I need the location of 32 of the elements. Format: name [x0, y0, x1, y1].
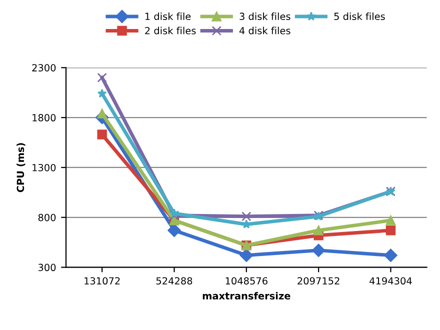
point [97, 72, 107, 82]
y-tick-label: 2300 [32, 64, 56, 72]
point [314, 226, 324, 236]
point [168, 224, 181, 237]
y-tick-label: 300 [38, 264, 56, 272]
point [242, 212, 252, 222]
point [97, 130, 107, 140]
point [386, 226, 396, 236]
point [384, 248, 398, 262]
x-tick-label: 4194304 [370, 277, 412, 285]
x-axis-title: maxtransfersize [202, 292, 290, 300]
x-tick-label: 2097152 [298, 277, 340, 285]
legend-label: 5 disk files [334, 12, 385, 20]
legend-label: 3 disk files [240, 12, 290, 20]
y-tick-label: 800 [38, 214, 56, 222]
point [240, 248, 253, 262]
x-tick-label: 524288 [156, 277, 192, 285]
y-axis-title: CPU (ms) [16, 143, 26, 192]
legend-label: 2 disk files [145, 26, 196, 34]
point [97, 108, 107, 118]
legend-label: 4 disk files [239, 26, 290, 34]
point [97, 88, 107, 98]
x-tick-label: 131072 [84, 277, 120, 285]
point [170, 208, 179, 218]
legend-label: 1 disk file [145, 12, 191, 20]
x-tick-label: 1048576 [226, 277, 268, 285]
y-tick-label: 1300 [32, 164, 56, 172]
point [312, 244, 326, 257]
point [386, 216, 396, 226]
y-tick-label: 1800 [32, 114, 56, 122]
point [169, 210, 180, 220]
point [242, 220, 252, 228]
